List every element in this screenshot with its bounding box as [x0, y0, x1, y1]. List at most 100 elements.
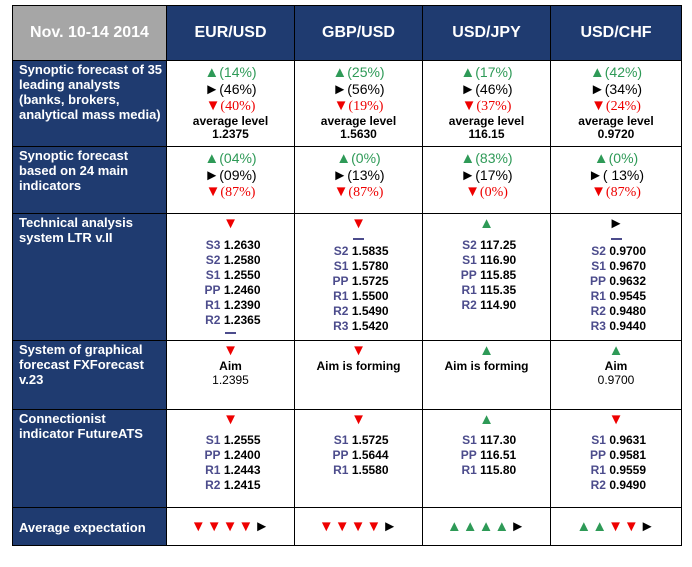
dash-icon: [225, 331, 236, 334]
triangle-down-icon: ▼: [351, 411, 366, 428]
synoptic35-row: Synoptic forecast of 35 leading analysts…: [12, 60, 682, 147]
signal-line: ▲: [423, 216, 550, 232]
level-value: 1.5490: [351, 304, 389, 318]
level-value: 117.30: [480, 433, 517, 447]
percent-value: (87%): [605, 185, 641, 200]
level-key: S2: [333, 244, 349, 258]
level-value: 0.9559: [609, 463, 647, 477]
level-value: 1.5420: [351, 319, 389, 333]
level-value: 0.9440: [609, 319, 647, 333]
level-key: PP: [332, 448, 349, 462]
aim-label: Aim: [604, 359, 628, 373]
row-label: Synoptic forecast based on 24 main indic…: [12, 146, 167, 214]
signal-line: ▼: [295, 343, 422, 359]
triangle-down-icon: ▼: [238, 517, 255, 535]
level-value: 1.5835: [351, 244, 389, 258]
dash-icon: [353, 237, 364, 240]
triangle-right-icon: ►: [382, 517, 399, 535]
triangle-right-icon: ►: [254, 517, 271, 535]
triangle-down-icon: ▼: [206, 517, 223, 535]
percent-value: (42%): [604, 64, 643, 80]
triangle-down-icon: ▼: [608, 411, 624, 428]
synoptic24-cell: ▲(83%) ►(17%) ▼(0%): [422, 146, 551, 214]
triangle-right-icon: ►: [332, 167, 348, 184]
expectation-markers: ▼▼▼▼►: [167, 509, 294, 545]
dash-icon: [610, 237, 622, 240]
average-value: 1.2375: [212, 127, 249, 141]
level-key: R1: [333, 289, 349, 303]
level-value: 1.2580: [223, 253, 261, 267]
fxforecast-cell: ▲ Aim is forming: [422, 340, 551, 410]
level-value: 115.35: [480, 283, 517, 297]
level-line: PP 115.85: [423, 268, 550, 283]
level-key: PP: [460, 268, 477, 282]
futureats-cell: ▼ S1 1.2555 PP 1.2400 R1 1.2443 R2 1.2415: [166, 409, 295, 508]
triangle-down-icon: ▼: [465, 184, 480, 200]
forecast-down-line: ▼(40%): [167, 98, 294, 115]
level-line: S1 1.5780: [295, 259, 422, 274]
level-value: 115.80: [480, 463, 517, 477]
average-cell: ▼▼▼▼►: [294, 507, 423, 546]
pair-header: USD/JPY: [422, 5, 551, 61]
level-key: R2: [590, 304, 606, 318]
level-line: R2 1.2415: [167, 478, 294, 493]
triangle-up-icon: ▲: [332, 64, 348, 81]
level-key: PP: [204, 448, 221, 462]
percent-value: (34%): [604, 81, 643, 97]
level-line: PP 0.9632: [551, 274, 681, 289]
synoptic35-cell: ▲(14%) ►(46%) ▼(40%) average level 1.2375: [166, 60, 295, 147]
percent-value: (13%): [347, 167, 385, 183]
row-label: Technical analysis system LTR v.II: [12, 213, 167, 341]
percent-value: (0%): [608, 150, 639, 166]
row-label: Connectionist indicator FutureATS: [12, 409, 167, 508]
level-key: R2: [461, 298, 477, 312]
forecast-down-line: ▼(87%): [295, 184, 422, 201]
level-value: 1.5644: [351, 448, 389, 462]
percent-value: (87%): [220, 185, 256, 200]
triangle-right-icon: ►: [204, 167, 220, 184]
ltr-cell: ▲ S2 117.25 S1 116.90 PP 115.85 R1 115.35 R2 …: [422, 213, 551, 341]
synoptic24-cell: ▲(0%) ►( 13%) ▼(87%): [550, 146, 682, 214]
level-value: 1.5580: [351, 463, 389, 477]
level-line: PP 1.2400: [167, 448, 294, 463]
forecast-down-line: ▼(87%): [551, 184, 681, 201]
triangle-right-icon: ►: [204, 81, 220, 98]
level-key: S2: [205, 253, 221, 267]
triangle-right-icon: ►: [332, 81, 348, 98]
forecast-side-line: ►(13%): [295, 167, 422, 184]
forecast-down-line: ▼(0%): [423, 184, 550, 201]
average-cell: ▲▲▼▼►: [550, 507, 682, 546]
level-line: R1 1.5500: [295, 289, 422, 304]
forecast-side-line: ►(09%): [167, 167, 294, 184]
forecast-table: Nov. 10-14 2014 EUR/USD GBP/USD USD/JPY …: [12, 5, 682, 546]
separator-line: [167, 328, 294, 336]
synoptic24-row: Synoptic forecast based on 24 main indic…: [12, 146, 682, 214]
forecast-up-line: ▲(14%): [167, 64, 294, 81]
level-line: S1 1.2550: [167, 268, 294, 283]
percent-value: (24%): [605, 99, 641, 114]
pair-header: USD/CHF: [550, 5, 682, 61]
level-value: 117.25: [480, 238, 517, 252]
level-key: R1: [461, 463, 477, 477]
level-key: S1: [591, 433, 606, 447]
level-key: PP: [589, 448, 606, 462]
level-key: R2: [590, 478, 606, 492]
level-value: 1.2555: [223, 433, 261, 447]
level-key: R3: [333, 319, 349, 333]
triangle-down-icon: ▼: [223, 411, 238, 428]
ltr-cell: ▼ S2 1.5835 S1 1.5780 PP 1.5725 R1 1.5500 R2 …: [294, 213, 423, 341]
level-line: S1 116.90: [423, 253, 550, 268]
level-key: S3: [205, 238, 221, 252]
triangle-up-icon: ▲: [479, 411, 494, 428]
triangle-up-icon: ▲: [589, 64, 605, 81]
level-value: 1.2630: [223, 238, 261, 252]
percent-value: (37%): [476, 99, 512, 114]
signal-line: ►: [551, 216, 681, 232]
level-value: 1.2415: [223, 478, 261, 492]
level-value: 1.2365: [223, 313, 261, 327]
level-key: R1: [461, 283, 477, 297]
average-cell: ▼▼▼▼►: [166, 507, 295, 546]
triangle-down-icon: ▼: [608, 517, 624, 535]
level-value: 114.90: [480, 298, 517, 312]
level-key: S1: [462, 253, 477, 267]
